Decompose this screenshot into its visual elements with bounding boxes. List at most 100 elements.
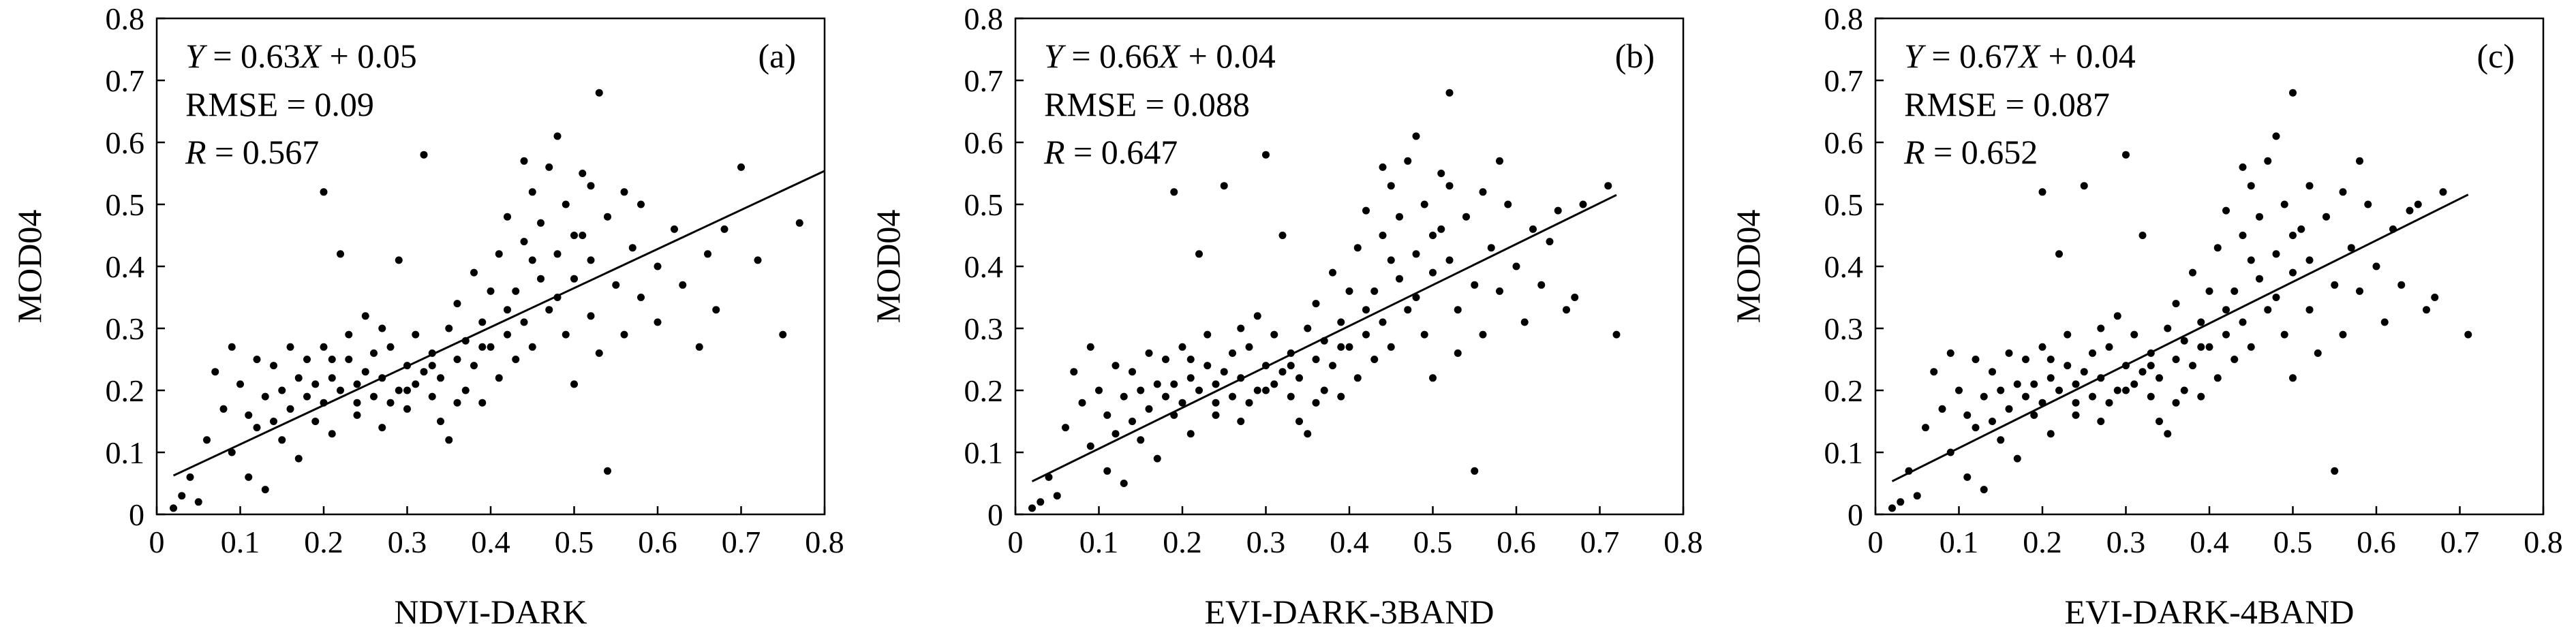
data-point — [2256, 213, 2263, 221]
data-point — [1312, 300, 1320, 308]
data-point — [253, 424, 261, 432]
data-point — [2156, 418, 2163, 425]
x-tick-label: 0.8 — [1663, 525, 1703, 559]
data-point — [1396, 213, 1403, 221]
data-point — [2397, 281, 2406, 289]
data-point — [587, 312, 595, 320]
data-point — [679, 281, 687, 289]
data-point — [2030, 380, 2038, 388]
data-point — [428, 362, 436, 370]
data-point — [370, 349, 378, 357]
data-point — [320, 188, 328, 196]
data-point — [1420, 330, 1428, 339]
x-tick-label: 0.1 — [221, 525, 260, 559]
data-point — [286, 343, 294, 351]
rmse-annotation: RMSE = 0.09 — [185, 85, 374, 123]
data-point — [1989, 418, 1996, 425]
y-tick-label: 0.6 — [964, 125, 1004, 160]
data-point — [1262, 151, 1270, 159]
data-point — [570, 232, 578, 239]
data-point — [186, 473, 194, 481]
data-point — [1070, 368, 1078, 376]
y-tick-label: 0.8 — [1824, 1, 1864, 36]
data-point — [437, 418, 444, 425]
data-point — [2205, 343, 2213, 351]
data-point — [1429, 268, 1437, 277]
data-point — [1412, 132, 1420, 140]
x-tick-label: 0.6 — [2357, 525, 2396, 559]
x-tick-label: 0.7 — [1580, 525, 1620, 559]
data-point — [2423, 306, 2430, 314]
x-tick-label: 0.4 — [2190, 525, 2229, 559]
regression-equation: Y = 0.63X + 0.05 — [185, 37, 417, 75]
data-point — [2197, 392, 2205, 401]
y-tick-label: 0.2 — [1824, 373, 1864, 408]
y-tick-label: 0.4 — [1824, 249, 1864, 284]
data-point — [2305, 256, 2314, 264]
x-tick-label: 0.6 — [638, 525, 677, 559]
data-point — [1412, 294, 1420, 301]
data-point — [1997, 386, 2005, 394]
data-point — [1329, 362, 1336, 370]
data-point — [378, 324, 386, 332]
data-point — [2046, 356, 2055, 363]
data-point — [1145, 349, 1153, 357]
rmse-annotation: RMSE = 0.088 — [1044, 85, 1250, 123]
data-point — [2247, 256, 2255, 264]
data-point — [1086, 343, 1094, 351]
data-point — [1212, 399, 1220, 407]
data-point — [562, 330, 570, 339]
data-point — [1362, 306, 1370, 314]
data-point — [2364, 200, 2372, 208]
data-point — [1312, 399, 1320, 407]
y-tick-label: 0.5 — [964, 187, 1004, 222]
data-point — [2055, 386, 2063, 394]
data-point — [2130, 380, 2138, 388]
data-point — [1471, 281, 1479, 289]
data-point — [1938, 405, 1946, 413]
y-tick-label: 0.2 — [964, 373, 1004, 408]
data-point — [1203, 362, 1212, 370]
data-point — [270, 362, 277, 370]
data-point — [2189, 362, 2196, 370]
data-point — [437, 374, 444, 382]
data-point — [487, 287, 495, 295]
data-point — [1972, 356, 1980, 363]
data-point — [2339, 188, 2347, 196]
data-point — [236, 380, 244, 388]
data-point — [1137, 386, 1145, 394]
data-point — [1129, 418, 1136, 425]
x-tick-label: 0.3 — [2106, 525, 2146, 559]
data-point — [1563, 306, 1570, 314]
data-point — [2205, 287, 2213, 295]
data-point — [1245, 399, 1253, 407]
data-point — [779, 330, 787, 339]
y-tick-label: 0 — [129, 497, 144, 532]
y-tick-label: 0.5 — [1824, 187, 1864, 222]
data-point — [2105, 343, 2113, 351]
data-point — [1153, 380, 1161, 388]
data-point — [1529, 225, 1537, 233]
data-point — [2080, 182, 2088, 190]
x-axis-label: EVI-DARK-4BAND — [2065, 593, 2355, 631]
data-point — [1445, 182, 1454, 190]
data-point — [1429, 232, 1437, 239]
data-point — [1253, 312, 1261, 320]
data-point — [1546, 238, 1554, 246]
data-point — [637, 294, 645, 301]
data-point — [2064, 362, 2072, 370]
data-point — [478, 399, 487, 407]
data-point — [2022, 392, 2029, 401]
r-annotation: R = 0.567 — [185, 133, 319, 171]
data-point — [654, 318, 662, 326]
data-point — [228, 448, 236, 456]
data-point — [1379, 318, 1387, 326]
data-point — [1454, 349, 1462, 357]
data-point — [1170, 188, 1178, 196]
data-point — [671, 225, 678, 233]
data-point — [570, 380, 578, 388]
data-point — [445, 436, 453, 444]
data-point — [1504, 200, 1512, 208]
data-point — [1454, 306, 1462, 314]
data-point — [2272, 294, 2280, 301]
